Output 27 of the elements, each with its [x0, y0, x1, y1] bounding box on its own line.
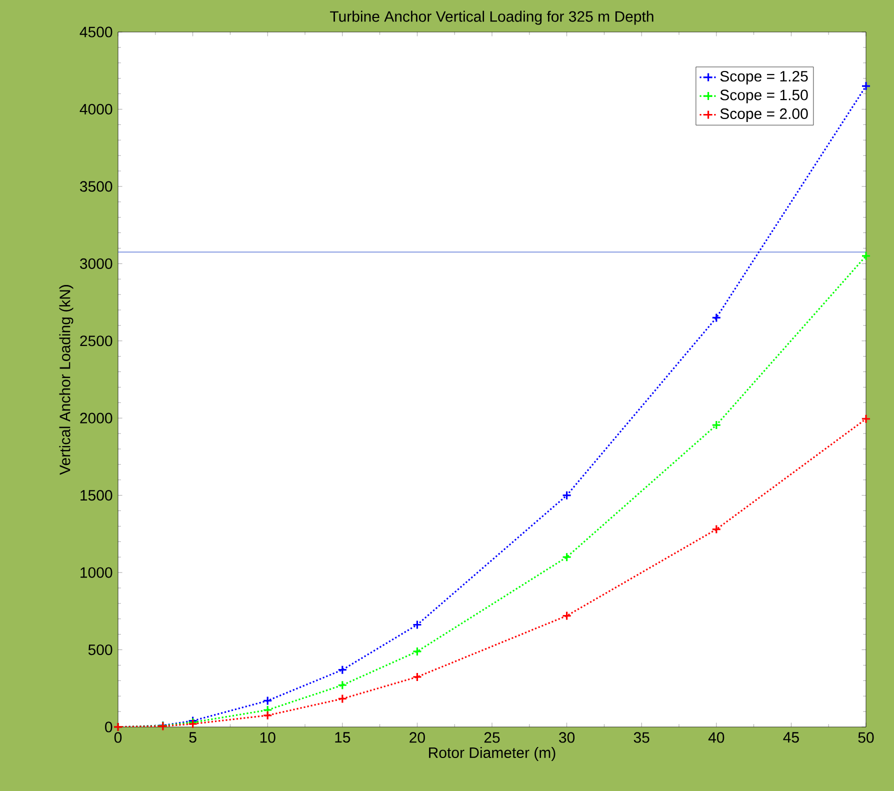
y-tick-label: 2000 — [80, 412, 112, 424]
x-tick-label: 10 — [260, 732, 276, 743]
legend-label: Scope = 1.25 — [720, 70, 808, 85]
y-axis-title: Vertical Anchor Loading (kN) — [59, 284, 74, 475]
x-tick-label: 20 — [410, 732, 425, 743]
x-tick-label: 50 — [858, 732, 874, 743]
chart-title: Turbine Anchor Vertical Loading for 325 m Depth — [330, 10, 654, 25]
y-tick-label: 2500 — [80, 336, 112, 346]
legend-label: Scope = 2.00 — [720, 108, 808, 122]
x-tick-label: 40 — [708, 732, 724, 743]
x-axis-title: Rotor Diameter (m) — [429, 747, 556, 761]
y-tick-label: 0 — [105, 722, 112, 732]
x-tick-label: 25 — [484, 732, 500, 743]
x-tick-label: 0 — [114, 732, 122, 743]
y-tick-label: 500 — [88, 644, 112, 656]
x-tick-label: 45 — [783, 732, 799, 743]
y-tick-label: 1000 — [80, 567, 112, 578]
y-tick-label: 3500 — [80, 181, 112, 192]
x-tick-label: 30 — [559, 732, 575, 743]
y-tick-label: 1500 — [80, 490, 112, 501]
y-tick-label: 4000 — [80, 104, 112, 115]
x-tick-label: 15 — [335, 732, 350, 743]
x-tick-label: 5 — [189, 732, 196, 743]
y-tick-label: 4500 — [80, 26, 112, 38]
x-tick-label: 35 — [634, 732, 650, 743]
legend-label: Scope = 1.50 — [720, 90, 808, 104]
y-tick-label: 3000 — [80, 258, 112, 269]
